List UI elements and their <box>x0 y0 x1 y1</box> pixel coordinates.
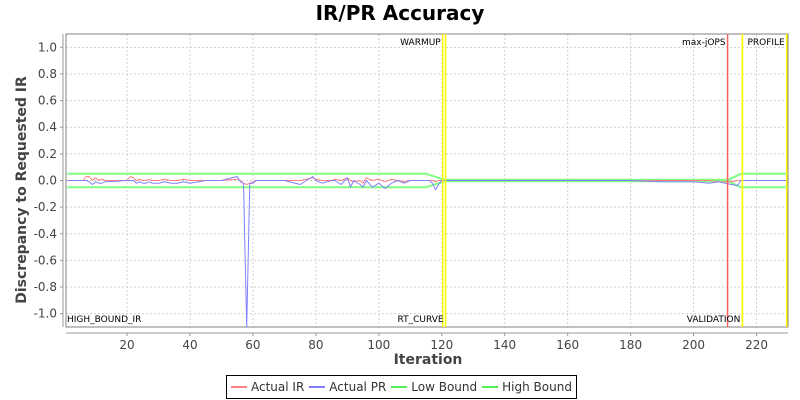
marker-label-high-bound-ir: HIGH_BOUND_IR <box>67 315 141 325</box>
legend-label: Low Bound <box>411 380 478 394</box>
y-tick-label: -1.0 <box>34 307 57 321</box>
x-tick-label: 60 <box>245 338 260 352</box>
y-tick-label: -0.4 <box>34 227 57 241</box>
marker-label-rt-curve: RT_CURVE <box>397 315 443 325</box>
y-tick-label: 1.0 <box>38 40 57 54</box>
series-actual-pr <box>67 176 788 328</box>
legend-swatch-icon <box>309 386 326 388</box>
marker-label-validation: VALIDATION <box>687 315 741 325</box>
x-tick-label: 100 <box>367 338 390 352</box>
marker-label-warmup: WARMUP <box>400 38 441 48</box>
x-axis-label: Iteration <box>394 352 463 368</box>
y-tick-label: 0.4 <box>38 120 57 134</box>
legend-item-actual-ir: Actual IR <box>231 380 304 394</box>
legend-swatch-icon <box>391 386 408 388</box>
y-tick-label: 0.8 <box>38 67 57 81</box>
x-tick-label: 200 <box>682 338 705 352</box>
y-tick-label: 0.0 <box>38 174 57 188</box>
series-high-bound <box>67 172 788 181</box>
axes: 20 40 60 80 100 120 140 160 180 200 220 1.0 0.8 0.6 0.… <box>34 33 789 352</box>
phase-markers: WARMUP RT_CURVE max-jOPS VALIDATION PROFILE H… <box>67 34 788 327</box>
x-tick-label: 140 <box>493 338 516 352</box>
x-tick-label: 180 <box>619 338 642 352</box>
series-low-bound <box>67 180 788 189</box>
legend-label: Actual IR <box>251 380 305 394</box>
chart-title: IR/PR Accuracy <box>316 1 485 25</box>
x-tick-label: 220 <box>745 338 768 352</box>
legend-swatch-icon <box>482 386 499 388</box>
data-series <box>67 172 788 328</box>
legend-label: High Bound <box>502 380 572 394</box>
y-tick-label: -0.6 <box>34 253 57 267</box>
x-tick-label: 80 <box>308 338 323 352</box>
x-tick-label: 20 <box>119 338 134 352</box>
y-tick-label: 0.2 <box>38 147 57 161</box>
x-tick-label: 120 <box>430 338 453 352</box>
legend-label: Actual PR <box>329 380 387 394</box>
marker-label-profile: PROFILE <box>747 38 785 48</box>
y-axis-label: Discrepancy to Requested IR <box>14 76 30 304</box>
y-tick-label: -0.8 <box>34 280 57 294</box>
x-tick-label: 160 <box>556 338 579 352</box>
y-tick-label: -0.2 <box>34 200 57 214</box>
legend-item-high-bound: High Bound <box>482 380 572 394</box>
legend-item-low-bound: Low Bound <box>391 380 477 394</box>
legend-swatch-icon <box>231 386 247 388</box>
marker-label-max-jops: max-jOPS <box>682 38 726 48</box>
x-tick-label: 40 <box>182 338 197 352</box>
y-tick-label: 0.6 <box>38 94 57 108</box>
legend-item-actual-pr: Actual PR <box>309 380 386 394</box>
chart-legend: Actual IR Actual PR Low Bound High Bound <box>226 375 577 399</box>
